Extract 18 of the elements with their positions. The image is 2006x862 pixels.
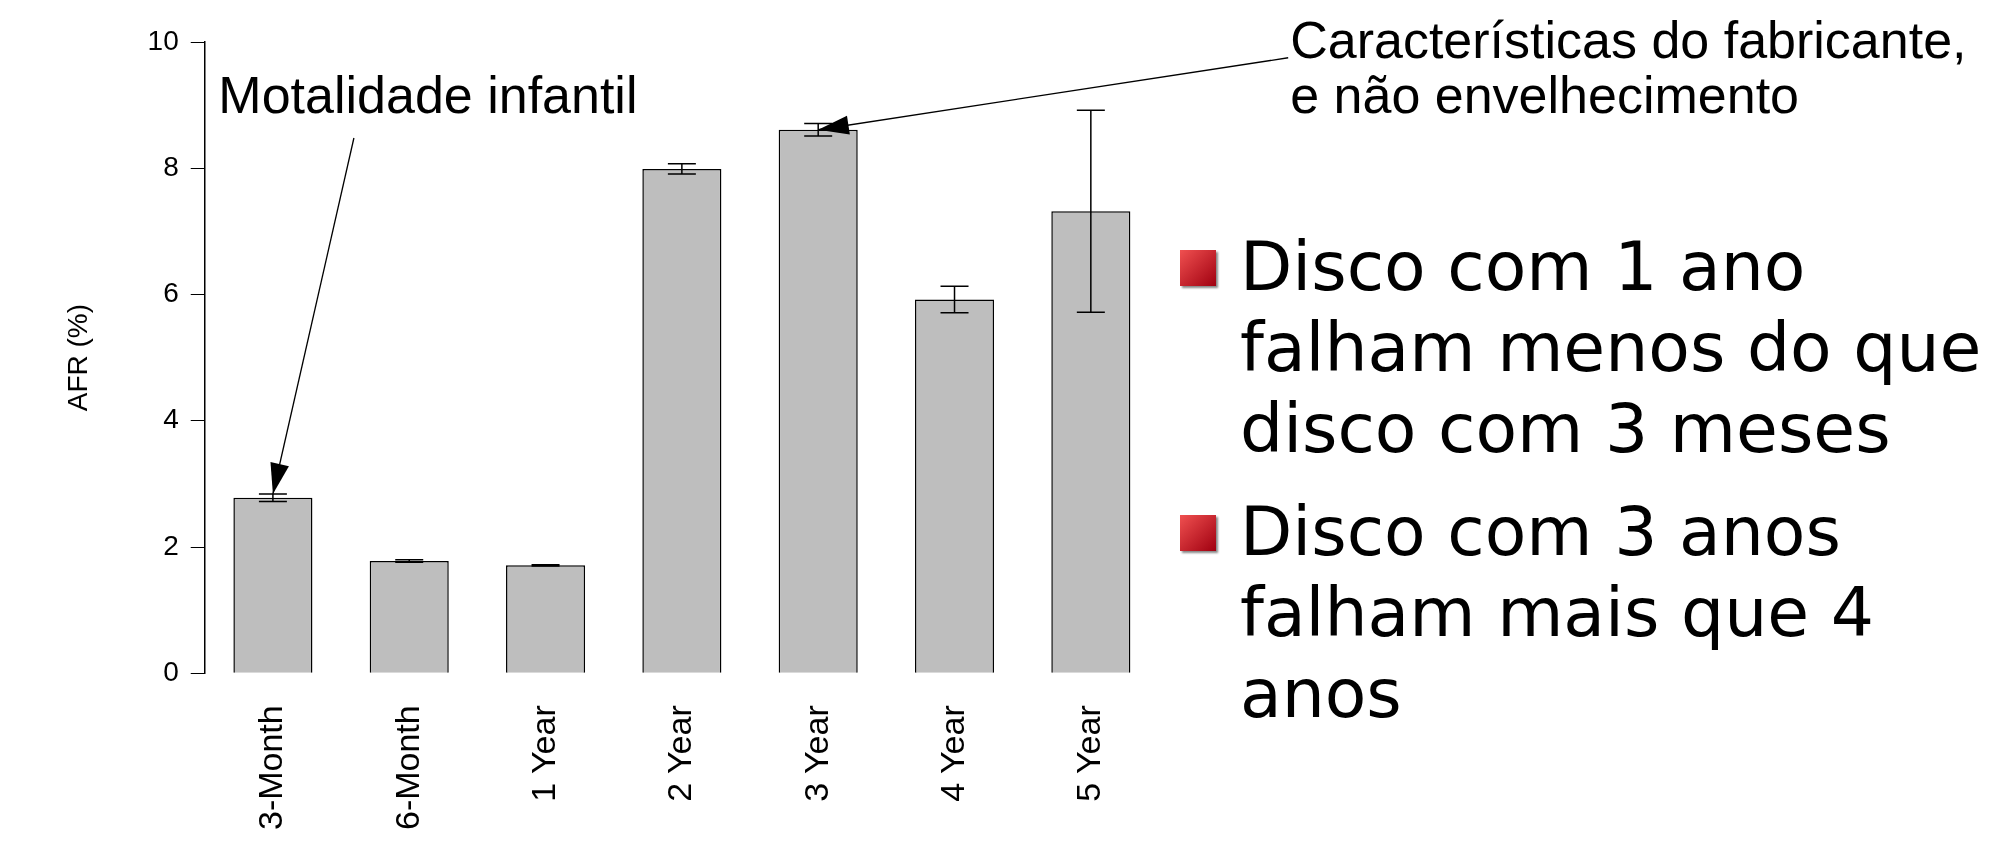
x-tick-label: 3 Year (796, 705, 835, 802)
text: Disco com 3 anos falham mais que 4 anos (1240, 491, 1875, 734)
y-tick-label: 2 (163, 529, 179, 561)
x-tick-label: 4 Year (932, 705, 971, 802)
y-tick-label: 8 (163, 150, 179, 182)
text: Disco com 1 ano falham menos do que disco com 3 meses (1240, 226, 1983, 469)
y-tick-label: 0 (163, 655, 179, 687)
x-tick-label: 2 Year (660, 705, 699, 802)
x-tick-label: 5 Year (1069, 705, 1108, 802)
annotation: Motalidade infantil (218, 66, 638, 125)
y-tick-label: 10 (147, 24, 179, 56)
y-tick-label: 4 (163, 403, 179, 435)
y-axis-title: AFR (%) (61, 303, 93, 412)
x-tick-label: 3-Month (251, 705, 290, 831)
y-tick-label: 6 (163, 277, 179, 309)
annotation: Características do fabricante, e não envelhecimento (1290, 11, 1967, 125)
x-tick-label: 6-Month (387, 705, 426, 831)
x-tick-label: 1 Year (523, 705, 562, 802)
